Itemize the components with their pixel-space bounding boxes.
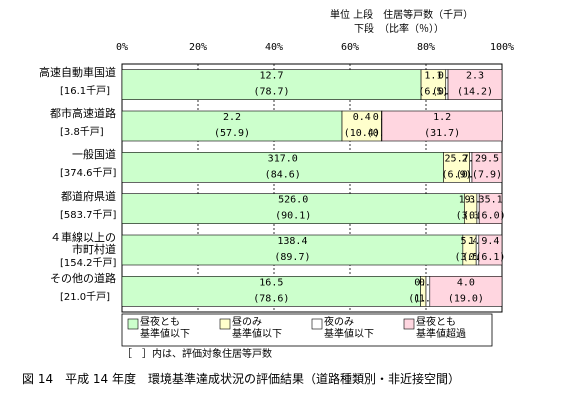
count-label: 9.4 [481,236,499,247]
x-tick-label: 20% [189,42,207,53]
count-label: 25.7 [445,153,469,164]
value-label: (0.6) [463,211,493,222]
value-label: (10.4) [344,128,380,139]
bar-segment [121,276,421,307]
category-label: 都道府県道 [61,189,116,203]
legend-label: 夜のみ 基準値以下 [324,317,374,340]
x-tick-label: 40% [265,42,283,53]
note: ［ ］内は、評価対象住居等戸数 [122,349,272,360]
value-label: (1.0) [413,293,443,304]
x-tick-label: 0% [116,42,128,53]
legend-label: 昼のみ 基準値以下 [232,317,282,340]
count-label: 3.3 [469,195,487,206]
bar-segment [121,234,464,266]
category-label: ４車線以上の 市町村道 [50,231,116,256]
legend-swatch [127,318,139,330]
value-label: (0.7) [462,252,492,263]
category-total: [374.6千戸] [60,168,117,180]
count-label: 0.1 [438,71,456,82]
value-label: (57.9) [214,128,250,139]
count-label: 1.0 [468,236,486,247]
category-total: [583.7千戸] [60,209,117,221]
plot-area [121,63,503,313]
value-label: (14.2) [457,87,493,98]
legend-swatch [403,318,415,330]
value-label: (78.7) [253,87,289,98]
count-label: 19.3 [459,195,483,206]
bar-segment [121,110,343,142]
bar-segment [478,193,503,224]
x-tick-label: 60% [341,42,359,53]
category-total: [3.8千戸] [60,127,104,138]
count-label: 12.7 [259,71,283,82]
category-total: [154.2千戸] [60,258,117,269]
bar-segment [121,193,465,224]
value-label: (6.9) [442,169,472,180]
count-label: 0.3 [414,277,432,288]
legend-label: 昼夜とも 基準値超過 [416,317,466,340]
count-label: 1.1 [424,71,442,82]
value-label: (7.9) [472,169,502,180]
count-label: 0.2 [419,277,437,288]
value-label: (3.3) [456,211,486,222]
count-label: 2.3 [466,71,484,82]
legend-swatch [311,318,323,330]
value-label: (3.5) [454,252,484,263]
caption: 図 14 平成 14 年度 環境基準達成状況の評価結果（道路種類別・非近接空間） [22,372,460,386]
bar-segment [420,69,447,100]
legend-swatch [219,318,231,330]
unit-note: 下段 （比率（％）） [354,24,444,35]
x-tick-label: 80% [417,42,435,53]
value-label: (6.0) [476,211,506,222]
value-label: (1.4) [408,293,438,304]
count-label: 5.4 [460,236,478,247]
bar-segment [471,152,503,183]
category-label: 都市高速道路 [50,107,116,120]
bar-segment [429,276,503,307]
count-label: 526.0 [278,195,308,206]
value-label: (6.5) [418,87,448,98]
count-label: 1.2 [433,112,451,123]
category-label: 一般国道 [72,148,116,162]
legend-box [121,313,493,347]
count-label: 2.2 [223,112,241,123]
unit-note: 単位 上段 住居等戸数（千戸） [330,10,474,21]
bar-segment [447,69,503,100]
count-label: 2.3 [462,153,480,164]
bar-segment [381,110,503,142]
category-total: [16.1千戸] [60,85,111,97]
count-label: 29.5 [475,153,499,164]
bar-segment [478,234,503,266]
value-label: (31.7) [424,128,460,139]
category-total: [21.0千戸] [60,292,111,304]
bar-segment [341,110,382,142]
value-label: (90.1) [275,211,311,222]
x-tick-label: 100% [490,42,514,53]
bar-segment [121,152,444,183]
count-label: 317.0 [268,153,298,164]
count-label: 16.5 [259,277,283,288]
value-label: (89.7) [274,252,310,263]
category-label: 高速自動車国道 [39,65,116,79]
legend-label: 昼夜とも 基準値以下 [140,317,190,340]
value-label: (78.6) [253,293,289,304]
count-label: 0.4 [353,112,371,123]
count-label: 35.1 [479,195,503,206]
value-label: (0.6) [456,169,486,180]
value-label: (0.6) [432,87,462,98]
value-label: (19.0) [448,293,484,304]
count-label: 4.0 [457,277,475,288]
count-label: 138.4 [277,236,307,247]
category-label: その他の道路 [50,272,116,286]
value-label: (84.6) [265,169,301,180]
value-label: (6.1) [475,252,505,263]
bar-segment [443,152,471,183]
